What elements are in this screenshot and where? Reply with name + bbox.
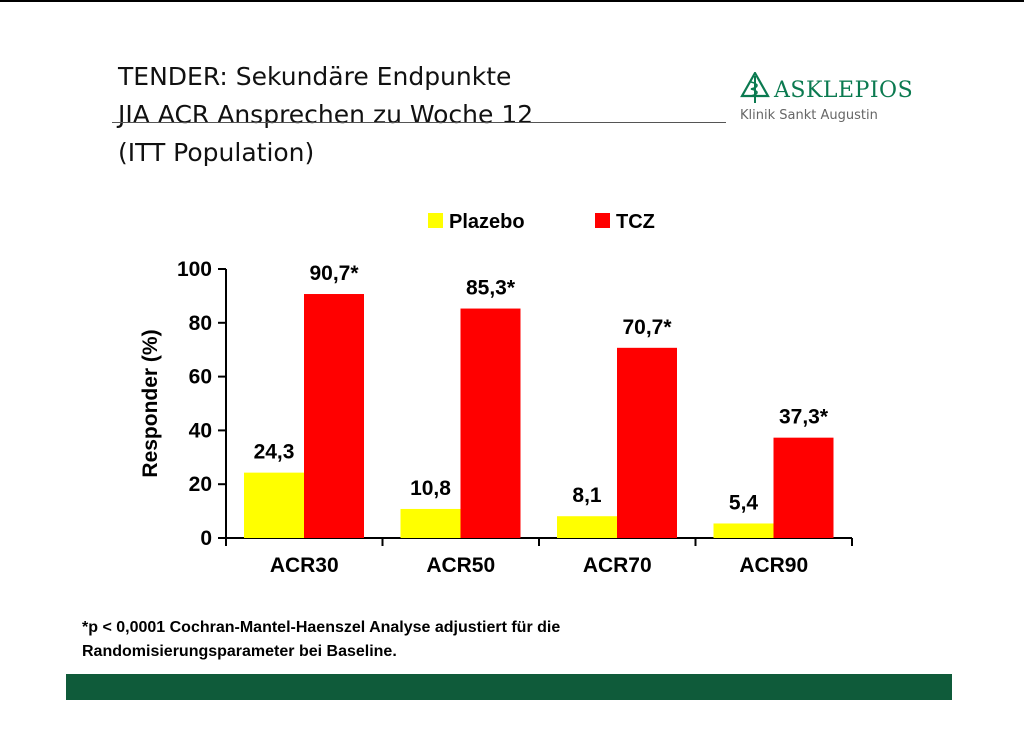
footnote-line-2: Randomisierungsparameter bei Baseline.: [82, 643, 397, 660]
data-label: 5,4: [729, 491, 759, 514]
x-tick-label: ACR50: [426, 554, 495, 577]
footnote-line-1: *p < 0,0001 Cochran-Mantel-Haenszel Anal…: [82, 619, 561, 636]
y-axis-label: Responder (%): [139, 329, 162, 477]
x-tick-label: ACR90: [739, 554, 808, 577]
bar-plazebo-acr50: [400, 508, 461, 538]
data-label: 10,8: [410, 477, 451, 500]
logo-name: ASKLEPIOS: [774, 78, 914, 103]
title-line-1: TENDER: Sekundäre Endpunkte: [118, 62, 512, 91]
title-line-2: JIA ACR Ansprechen zu Woche 12: [118, 100, 534, 129]
x-tick-label: ACR30: [270, 554, 339, 577]
y-tick-label: 20: [189, 473, 212, 496]
legend-swatch-plazebo: [428, 213, 443, 228]
top-border-line: [0, 0, 1024, 2]
bar-tcz-acr30: [304, 294, 364, 538]
bar-plazebo-acr90: [713, 523, 774, 538]
asklepios-logo: ASKLEPIOS Klinik Sankt Augustin: [740, 72, 920, 128]
y-tick-label: 80: [189, 312, 212, 335]
slide-title: TENDER: Sekundäre Endpunkte JIA ACR Ansp…: [118, 58, 533, 172]
data-label: 24,3: [254, 441, 295, 464]
logo-subtitle: Klinik Sankt Augustin: [740, 108, 878, 123]
y-tick-label: 100: [177, 258, 212, 281]
footnote: *p < 0,0001 Cochran-Mantel-Haenszel Anal…: [82, 616, 560, 664]
bar-tcz-acr90: [773, 437, 834, 538]
y-tick-label: 60: [189, 366, 212, 389]
bar-plazebo-acr70: [557, 516, 617, 538]
data-label: 8,1: [572, 484, 602, 507]
y-tick-label: 0: [200, 527, 212, 550]
legend-label-plazebo: Plazebo: [449, 211, 525, 233]
bar-tcz-acr50: [460, 308, 521, 538]
legend-label-tcz: TCZ: [616, 211, 655, 233]
bar-tcz-acr70: [617, 347, 677, 538]
data-label: 70,7*: [622, 316, 672, 339]
data-label: 37,3*: [779, 406, 829, 429]
bar-plazebo-acr30: [244, 472, 304, 538]
bottom-brand-bar: [66, 674, 952, 700]
title-line-3: (ITT Population): [118, 138, 315, 167]
legend-swatch-tcz: [595, 213, 610, 228]
y-tick-label: 40: [189, 419, 212, 442]
asklepios-emblem-icon: [740, 72, 770, 103]
data-label: 90,7*: [309, 262, 359, 285]
title-underline: [112, 122, 726, 123]
x-tick-label: ACR70: [583, 554, 652, 577]
data-label: 85,3*: [466, 277, 516, 300]
